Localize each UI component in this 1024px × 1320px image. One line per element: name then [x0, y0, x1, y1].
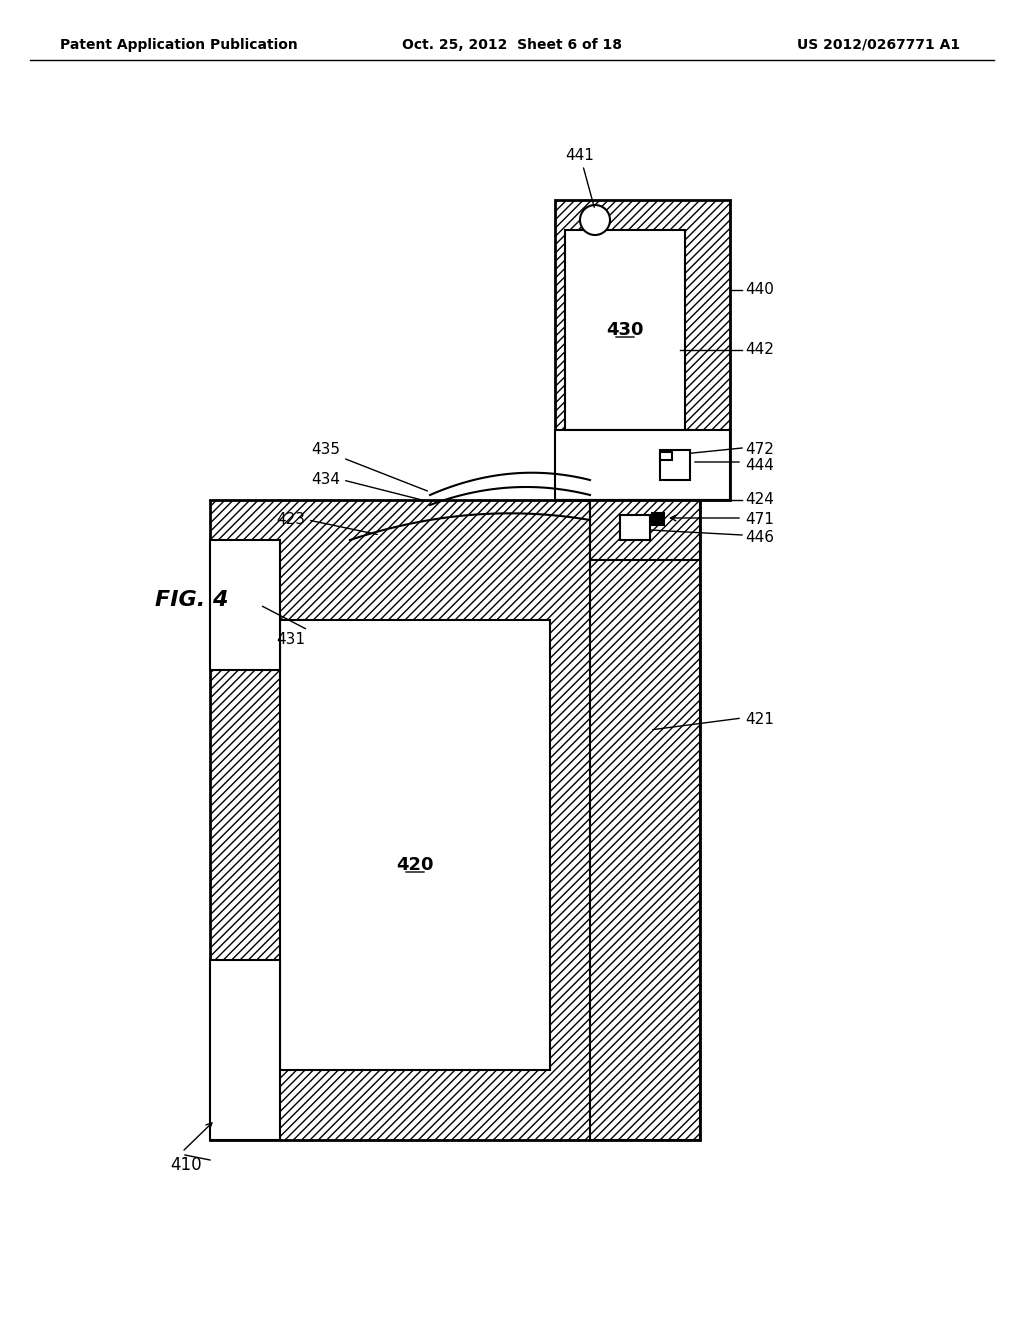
Text: Oct. 25, 2012  Sheet 6 of 18: Oct. 25, 2012 Sheet 6 of 18	[402, 38, 622, 51]
Text: 421: 421	[745, 713, 774, 727]
Text: Patent Application Publication: Patent Application Publication	[60, 38, 298, 51]
Bar	[660, 451, 672, 459]
Bar	[280, 620, 550, 1071]
Bar	[590, 500, 700, 560]
Text: US 2012/0267771 A1: US 2012/0267771 A1	[797, 38, 961, 51]
Bar	[210, 960, 280, 1140]
Text: 434: 434	[311, 473, 340, 487]
Text: 472: 472	[745, 442, 774, 458]
Bar	[660, 450, 690, 480]
Bar	[565, 230, 685, 430]
Text: 442: 442	[745, 342, 774, 358]
Text: 440: 440	[745, 282, 774, 297]
Text: 435: 435	[311, 442, 340, 458]
Text: 446: 446	[745, 529, 774, 544]
Bar	[555, 430, 730, 500]
Circle shape	[580, 205, 610, 235]
Text: 431: 431	[276, 632, 305, 648]
Bar	[652, 513, 664, 525]
Text: 471: 471	[745, 512, 774, 528]
Text: 444: 444	[745, 458, 774, 473]
Bar	[590, 500, 700, 1140]
Text: 430: 430	[606, 321, 644, 339]
Bar	[210, 500, 700, 1140]
Text: 424: 424	[745, 492, 774, 507]
Text: FIG. 4: FIG. 4	[155, 590, 228, 610]
Text: 410: 410	[170, 1156, 202, 1173]
Text: 420: 420	[396, 855, 434, 874]
Bar	[555, 201, 730, 500]
Text: 441: 441	[565, 148, 595, 207]
Bar	[620, 515, 650, 540]
Text: 423: 423	[276, 512, 305, 528]
Bar	[210, 540, 280, 671]
